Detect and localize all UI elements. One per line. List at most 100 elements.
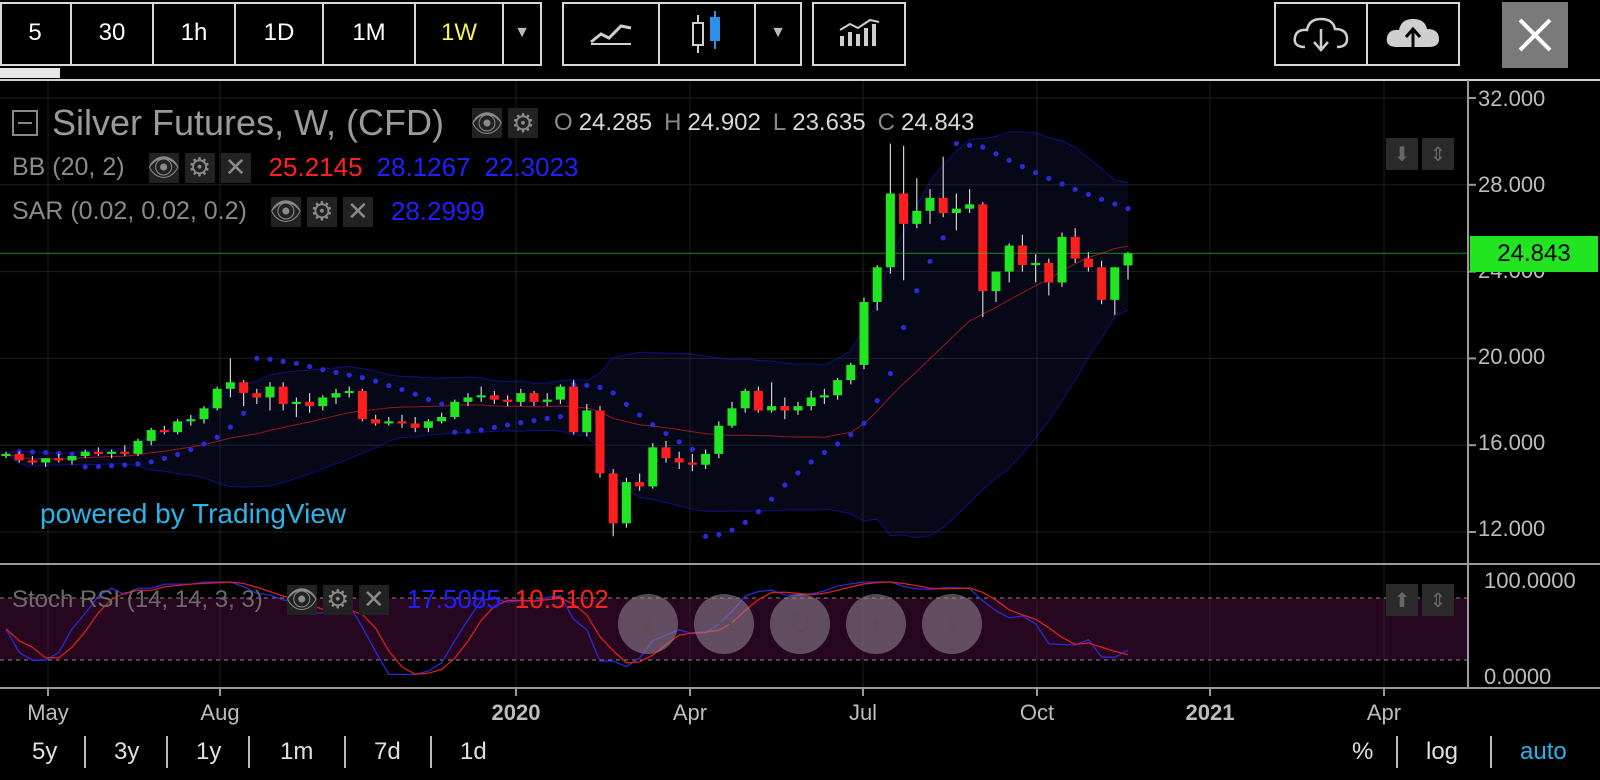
auto-scale-button[interactable]: auto: [1520, 738, 1567, 765]
x-tick: 2021: [1185, 700, 1235, 725]
sar-dot: [1033, 170, 1039, 176]
close-value: 24.843: [900, 109, 975, 136]
candle-body: [252, 393, 262, 398]
sar-dot: [320, 366, 326, 373]
candle-body: [978, 204, 988, 292]
close-icon[interactable]: ✕: [220, 152, 251, 183]
x-tick: Jul: [848, 700, 878, 725]
sar-value: 28.2999: [390, 196, 485, 226]
interval-5[interactable]: 5: [28, 19, 42, 46]
indicators-button[interactable]: [814, 2, 904, 64]
scroll-right-button[interactable]: ›: [922, 594, 982, 654]
bb-label: BB (20, 2): [12, 153, 125, 181]
interval-1w[interactable]: 1W: [441, 19, 477, 46]
range-5y[interactable]: 5y: [32, 738, 58, 765]
minus-icon: −: [715, 607, 733, 640]
candle-body: [1044, 262, 1054, 283]
eye-icon[interactable]: 👁: [285, 584, 319, 615]
sar-dot: [650, 422, 656, 428]
divider: [1366, 2, 1368, 64]
candle-body: [120, 451, 130, 454]
candle-body: [1004, 245, 1014, 272]
sar-dot: [82, 464, 88, 470]
candle-body: [872, 267, 882, 302]
range-1y[interactable]: 1y: [196, 738, 222, 765]
scroll-handle[interactable]: [0, 68, 60, 78]
interval-dropdown[interactable]: ▼: [504, 2, 540, 64]
close-icon[interactable]: ✕: [342, 196, 373, 227]
sar-dot: [531, 417, 537, 424]
candle-body: [885, 193, 895, 268]
gear-icon[interactable]: ⚙: [184, 152, 215, 183]
candle-body: [133, 440, 143, 454]
zoom-in-button[interactable]: +: [846, 594, 906, 654]
candle-body: [1031, 262, 1041, 266]
sar-dot: [214, 434, 220, 440]
sar-dot: [1019, 164, 1025, 170]
move-down-icon[interactable]: ⬇: [1386, 138, 1418, 170]
range-1d[interactable]: 1d: [460, 738, 487, 765]
cloud-save-button[interactable]: [1368, 2, 1458, 64]
divider: [322, 2, 324, 64]
candle-chart-button[interactable]: [660, 2, 754, 64]
sar-dot: [557, 413, 564, 420]
gear-icon[interactable]: ⚙: [306, 196, 337, 227]
collapse-icon[interactable]: [12, 110, 38, 136]
interval-1d[interactable]: 1D: [263, 19, 295, 46]
move-up-icon[interactable]: ⬆: [1386, 584, 1418, 616]
x-tick: Aug: [200, 700, 240, 725]
percent-scale-button[interactable]: %: [1352, 738, 1374, 765]
sar-dot: [346, 372, 352, 378]
sar-dot: [821, 449, 828, 455]
eye-icon[interactable]: 👁: [470, 107, 504, 138]
sar-dot: [161, 455, 167, 462]
chevron-right-icon: ›: [947, 607, 957, 640]
sar-dot: [399, 386, 405, 393]
divider: [754, 2, 756, 64]
chart-type-dropdown[interactable]: ▼: [756, 2, 800, 64]
sar-dot: [43, 449, 49, 456]
candle-body: [1110, 267, 1120, 300]
eye-icon[interactable]: 👁: [147, 152, 181, 183]
range-7d[interactable]: 7d: [374, 738, 401, 765]
candle-body: [344, 390, 354, 394]
sar-dot: [795, 470, 801, 476]
divider: [430, 736, 432, 768]
close-button[interactable]: [1502, 2, 1568, 68]
sar-dot: [373, 378, 379, 384]
candle-body: [674, 458, 684, 463]
interval-1m[interactable]: 1M: [352, 19, 386, 46]
candle-body: [476, 395, 486, 398]
range-3y[interactable]: 3y: [114, 738, 140, 765]
gear-icon[interactable]: ⚙: [322, 584, 353, 615]
candle-body: [93, 451, 103, 454]
log-scale-button[interactable]: log: [1426, 738, 1459, 765]
range-1m[interactable]: 1m: [280, 738, 314, 765]
candle-body: [1097, 267, 1107, 300]
powered-by-link[interactable]: powered by TradingView: [40, 498, 347, 529]
candle-body: [450, 401, 460, 417]
cloud-load-button[interactable]: [1276, 2, 1366, 64]
sar-dot: [993, 151, 999, 157]
candle-body: [859, 301, 869, 365]
close-icon[interactable]: ✕: [358, 584, 389, 615]
candle-body: [14, 453, 24, 461]
maximize-pane-icon[interactable]: ⇕: [1422, 584, 1454, 616]
sar-dot: [425, 396, 431, 403]
bb-lower-value: 22.3023: [484, 152, 579, 182]
close-label: C: [877, 109, 895, 136]
sar-dot: [280, 358, 286, 364]
candle-body: [357, 390, 367, 420]
scroll-left-button[interactable]: ‹: [618, 594, 678, 654]
reset-button[interactable]: ↻: [770, 594, 830, 654]
interval-30[interactable]: 30: [98, 19, 126, 46]
maximize-pane-icon[interactable]: ⇕: [1422, 138, 1454, 170]
divider: [1396, 736, 1398, 768]
eye-icon[interactable]: 👁: [269, 196, 303, 227]
line-chart-button[interactable]: [564, 2, 658, 64]
gear-icon[interactable]: ⚙: [508, 108, 539, 138]
interval-1h[interactable]: 1h: [180, 19, 208, 46]
zoom-out-button[interactable]: −: [694, 594, 754, 654]
candle-body: [278, 386, 288, 404]
candle-body: [608, 473, 618, 524]
